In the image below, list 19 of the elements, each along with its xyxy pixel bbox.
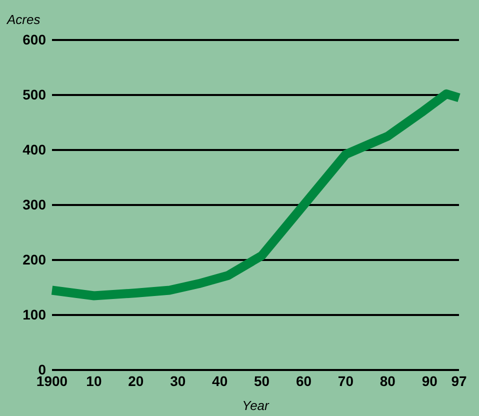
x-tick-label: 70 <box>338 372 354 389</box>
x-tick-label: 10 <box>86 372 102 389</box>
y-axis-title: Acres <box>6 12 41 27</box>
x-tick-label: 20 <box>128 372 144 389</box>
y-tick-label: 100 <box>22 306 46 322</box>
y-tick-label: 0 <box>38 361 46 378</box>
y-tick-label: 600 <box>22 31 46 48</box>
x-tick-label: 60 <box>296 372 312 389</box>
x-tick-label: 30 <box>170 372 186 389</box>
y-tick-label: 300 <box>22 196 46 212</box>
x-axis-title: Year <box>242 398 270 413</box>
x-tick-label: 97 <box>451 372 467 389</box>
x-tick-label: 90 <box>422 372 438 389</box>
x-tick-label: 80 <box>380 372 396 389</box>
x-tick-label: 40 <box>212 372 228 389</box>
x-tick-label: 50 <box>254 372 270 389</box>
y-tick-label: 400 <box>22 141 46 158</box>
y-tick-label: 200 <box>22 251 46 268</box>
y-tick-label: 500 <box>22 86 46 102</box>
